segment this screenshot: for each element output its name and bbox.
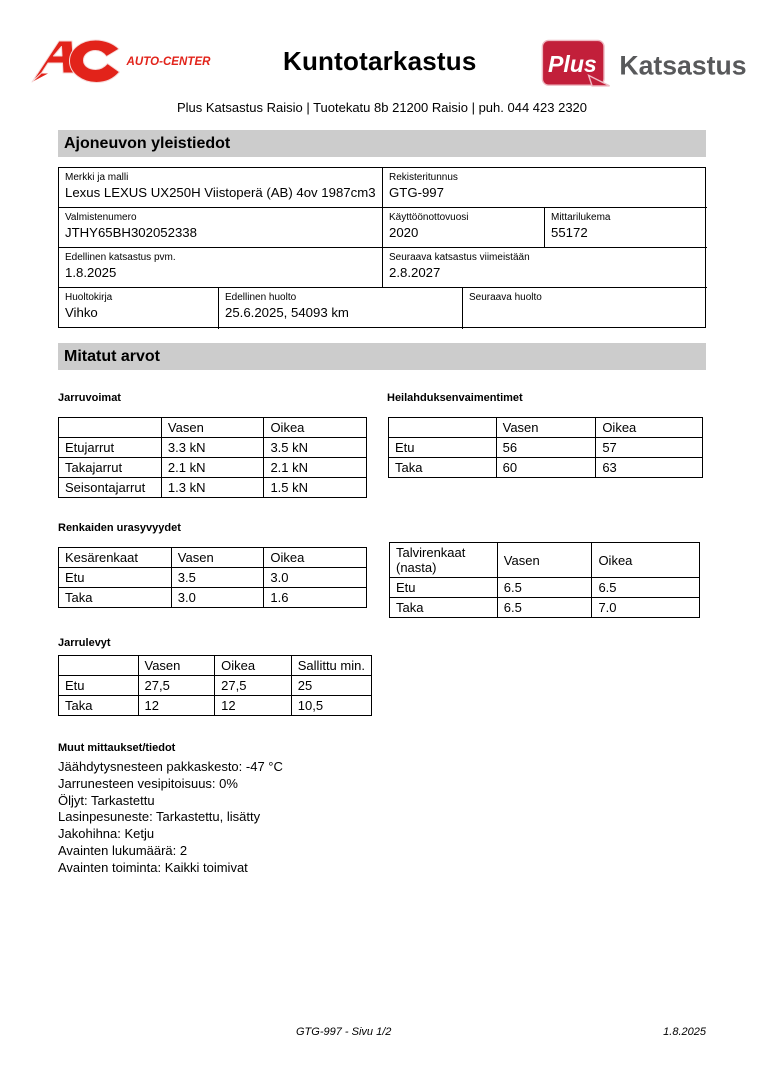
- svg-text:Katsastus: Katsastus: [619, 51, 746, 81]
- svg-text:Plus: Plus: [548, 51, 597, 77]
- svg-text:AUTO-CENTER: AUTO-CENTER: [126, 56, 212, 68]
